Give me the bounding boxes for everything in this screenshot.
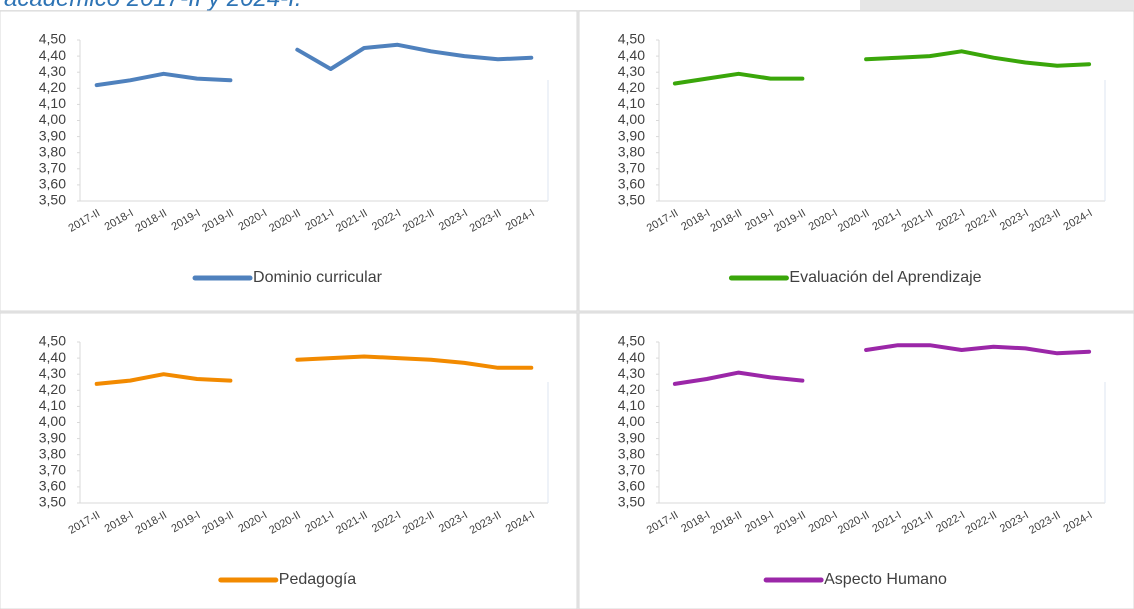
y-tick-label: 3,50 bbox=[39, 494, 66, 510]
y-tick-label: 3,70 bbox=[618, 462, 645, 478]
y-tick-label: 3,70 bbox=[39, 462, 66, 478]
y-tick-label: 4,30 bbox=[39, 63, 66, 79]
panel-background bbox=[578, 312, 1134, 609]
y-tick-label: 3,90 bbox=[618, 127, 645, 143]
y-tick-label: 4,30 bbox=[39, 365, 66, 381]
y-tick-label: 4,10 bbox=[39, 95, 66, 111]
data-line bbox=[672, 343, 1092, 386]
legend-label: Aspecto Humano bbox=[824, 571, 947, 588]
panel-background bbox=[0, 10, 578, 312]
y-tick-label: 4,50 bbox=[39, 333, 66, 349]
legend-label: Evaluación del Aprendizaje bbox=[789, 269, 981, 286]
data-line bbox=[94, 354, 534, 386]
legend-item: Pedagogía bbox=[218, 571, 357, 588]
legend-item: Aspecto Humano bbox=[763, 571, 947, 588]
chart-panel: 3,503,603,703,803,904,004,104,204,304,40… bbox=[578, 312, 1134, 609]
y-tick-label: 4,20 bbox=[618, 79, 645, 95]
data-line bbox=[672, 49, 1092, 86]
y-tick-label: 4,50 bbox=[618, 333, 645, 349]
legend-label: Pedagogía bbox=[279, 571, 357, 588]
y-tick-label: 4,40 bbox=[618, 47, 645, 63]
legend-item: Dominio curricular bbox=[192, 269, 383, 286]
y-tick-label: 4,40 bbox=[39, 349, 66, 365]
page-title: académico 2017-II y 2024-I. bbox=[4, 0, 302, 12]
y-tick-label: 4,40 bbox=[39, 47, 66, 63]
y-tick-label: 4,00 bbox=[39, 413, 66, 429]
chart-panel: 3,503,603,703,803,904,004,104,204,304,40… bbox=[0, 312, 578, 609]
y-tick-label: 3,80 bbox=[618, 143, 645, 159]
title-band bbox=[0, 0, 860, 10]
y-tick-label: 4,00 bbox=[39, 111, 66, 127]
y-tick-label: 3,50 bbox=[618, 494, 645, 510]
y-tick-label: 3,90 bbox=[39, 127, 66, 143]
y-tick-label: 4,40 bbox=[618, 349, 645, 365]
legend-label: Dominio curricular bbox=[253, 269, 383, 286]
y-tick-label: 4,20 bbox=[39, 79, 66, 95]
y-tick-label: 3,70 bbox=[618, 160, 645, 176]
chart-panel: 3,503,603,703,803,904,004,104,204,304,40… bbox=[578, 10, 1134, 312]
y-tick-label: 3,60 bbox=[39, 176, 66, 192]
chart-panel: 3,503,603,703,803,904,004,104,204,304,40… bbox=[0, 10, 578, 312]
y-tick-label: 4,20 bbox=[39, 381, 66, 397]
y-tick-label: 3,60 bbox=[39, 478, 66, 494]
y-tick-label: 4,00 bbox=[618, 413, 645, 429]
y-tick-label: 3,60 bbox=[618, 478, 645, 494]
y-tick-label: 4,20 bbox=[618, 381, 645, 397]
y-tick-label: 4,10 bbox=[618, 95, 645, 111]
y-tick-label: 4,00 bbox=[618, 111, 645, 127]
y-tick-label: 4,50 bbox=[618, 31, 645, 47]
panel-background bbox=[0, 312, 578, 609]
y-tick-label: 4,30 bbox=[618, 365, 645, 381]
y-tick-label: 3,80 bbox=[618, 445, 645, 461]
y-tick-label: 3,90 bbox=[618, 429, 645, 445]
y-tick-label: 4,10 bbox=[39, 397, 66, 413]
y-tick-label: 4,30 bbox=[618, 63, 645, 79]
legend-item: Evaluación del Aprendizaje bbox=[728, 269, 982, 286]
y-tick-label: 3,70 bbox=[39, 160, 66, 176]
data-line bbox=[94, 42, 534, 88]
y-tick-label: 3,50 bbox=[618, 192, 645, 208]
y-tick-label: 3,90 bbox=[39, 429, 66, 445]
y-tick-label: 3,50 bbox=[39, 192, 66, 208]
y-tick-label: 4,50 bbox=[39, 31, 66, 47]
y-tick-label: 3,60 bbox=[618, 176, 645, 192]
y-tick-label: 4,10 bbox=[618, 397, 645, 413]
y-tick-label: 3,80 bbox=[39, 445, 66, 461]
panel-background bbox=[578, 10, 1134, 312]
y-tick-label: 3,80 bbox=[39, 143, 66, 159]
